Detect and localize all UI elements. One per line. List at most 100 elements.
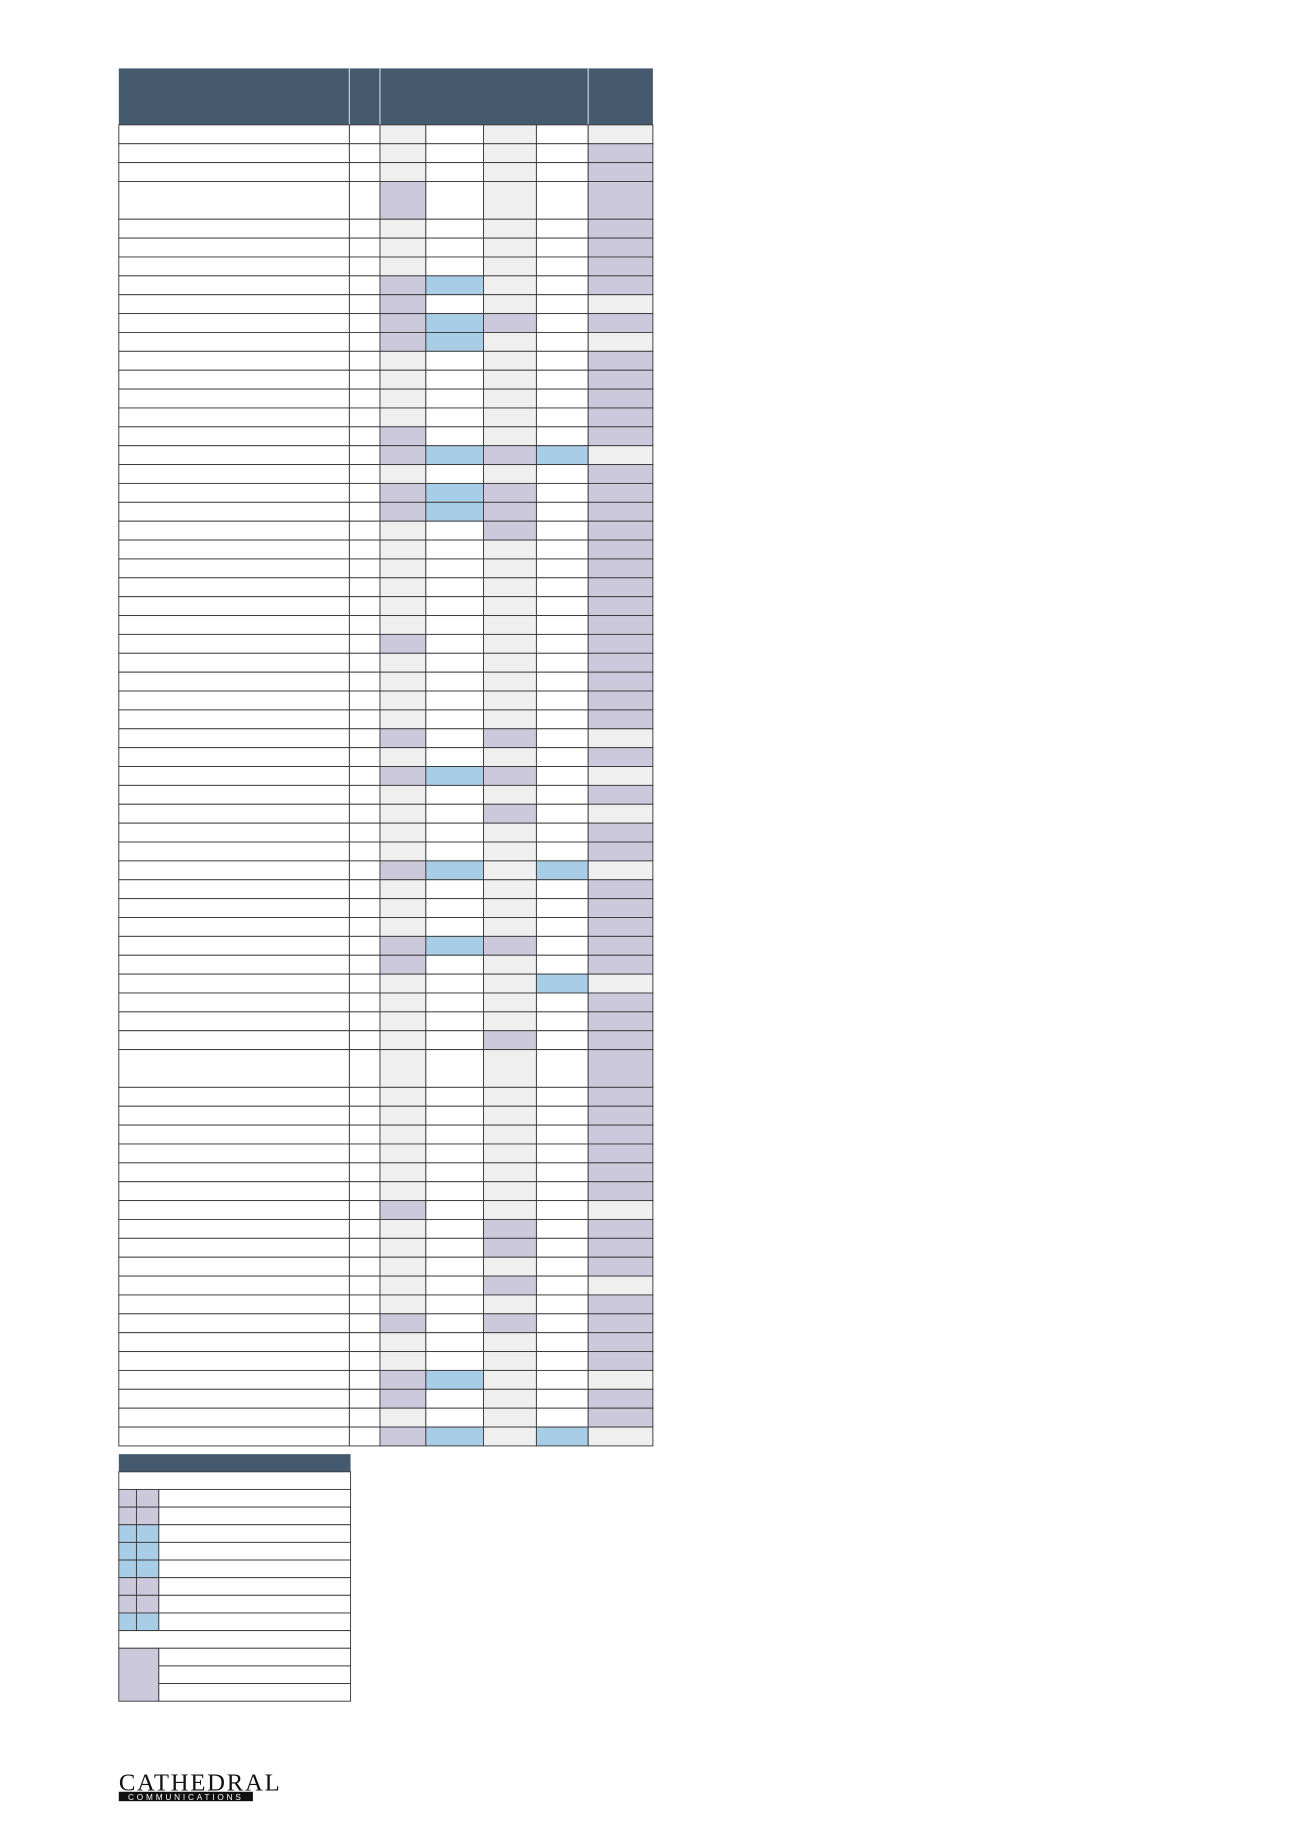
table-cell	[118, 350, 350, 371]
table-cell	[118, 464, 350, 484]
table-cell	[535, 426, 589, 447]
table-cell	[379, 162, 427, 182]
table-cell	[535, 973, 589, 994]
table-cell	[425, 388, 484, 409]
table-cell	[379, 633, 427, 654]
table-cell	[348, 1388, 381, 1409]
table-cell	[118, 596, 350, 617]
table-cell	[348, 520, 381, 541]
table-cell	[118, 633, 350, 654]
table-cell	[425, 1105, 484, 1126]
table-cell	[118, 690, 350, 711]
table-cell	[118, 747, 350, 767]
table-cell	[425, 1332, 484, 1353]
table-cell	[379, 1086, 427, 1107]
table-cell	[483, 369, 537, 390]
table-cell	[587, 577, 654, 598]
table-cell	[379, 520, 427, 541]
table-cell	[379, 558, 427, 579]
table-cell	[425, 482, 484, 503]
table-cell	[348, 917, 381, 937]
table-cell	[379, 1124, 427, 1145]
table-cell	[118, 1594, 137, 1614]
logo-bar	[118, 1791, 253, 1802]
table-cell	[587, 1313, 654, 1334]
table-cell	[483, 1256, 537, 1277]
table-cell	[425, 218, 484, 239]
table-cell	[587, 766, 654, 786]
table-cell	[535, 407, 589, 428]
table-cell	[118, 1086, 350, 1107]
table-cell	[118, 181, 350, 220]
table-cell	[535, 331, 589, 352]
table-cell	[118, 1488, 137, 1508]
table-cell	[379, 1200, 427, 1220]
table-cell	[483, 237, 537, 258]
table-cell	[348, 124, 381, 145]
table-cell	[587, 690, 654, 711]
table-cell	[483, 1237, 537, 1258]
table-cell	[483, 350, 537, 371]
table-cell	[535, 1332, 589, 1353]
table-cell	[483, 256, 537, 277]
table-cell	[379, 1162, 427, 1183]
table-cell	[379, 615, 427, 635]
table-cell	[118, 218, 350, 239]
table-cell	[483, 1426, 537, 1447]
table-cell	[587, 1086, 654, 1107]
table-cell	[535, 256, 589, 277]
table-cell	[587, 464, 654, 484]
table-cell	[425, 539, 484, 560]
table-cell	[379, 841, 427, 862]
table-cell	[379, 275, 427, 296]
table-cell	[118, 1369, 350, 1390]
table-cell	[587, 1218, 654, 1239]
table-cell	[535, 652, 589, 673]
table-cell	[379, 1369, 427, 1390]
table-cell	[587, 1369, 654, 1390]
table-cell	[587, 728, 654, 749]
table-cell	[158, 1559, 352, 1579]
table-cell	[348, 992, 381, 1013]
table-cell	[348, 577, 381, 598]
table-cell	[483, 388, 537, 409]
table-cell	[379, 237, 427, 258]
table-cell	[348, 1200, 381, 1220]
table-cell	[118, 973, 350, 994]
table-cell	[348, 445, 381, 466]
table-cell	[587, 879, 654, 900]
table-cell	[348, 143, 381, 164]
table-cell	[535, 539, 589, 560]
table-cell	[118, 728, 350, 749]
table-cell	[118, 407, 350, 428]
table-cell	[135, 1506, 160, 1526]
table-cell	[483, 709, 537, 730]
table-cell	[535, 690, 589, 711]
table-cell	[118, 1313, 350, 1334]
table-cell	[587, 407, 654, 428]
table-cell	[425, 313, 484, 333]
table-cell	[118, 539, 350, 560]
table-cell	[535, 1237, 589, 1258]
table-cell	[535, 520, 589, 541]
table-cell	[535, 709, 589, 730]
table-cell	[535, 1030, 589, 1051]
table-cell	[118, 143, 350, 164]
table-cell	[483, 275, 537, 296]
table-cell	[118, 1541, 137, 1561]
table-cell	[379, 1049, 427, 1088]
table-cell	[483, 445, 537, 466]
table-cell	[379, 1351, 427, 1371]
table-cell	[483, 633, 537, 654]
table-cell	[135, 1524, 160, 1543]
table-cell	[348, 1218, 381, 1239]
table-cell	[118, 162, 350, 182]
table-cell	[118, 520, 350, 541]
table-cell	[348, 709, 381, 730]
table-cell	[483, 747, 537, 767]
table-cell	[535, 671, 589, 692]
table-cell	[483, 143, 537, 164]
table-cell	[483, 860, 537, 881]
table-cell	[118, 124, 350, 145]
table-cell	[587, 237, 654, 258]
